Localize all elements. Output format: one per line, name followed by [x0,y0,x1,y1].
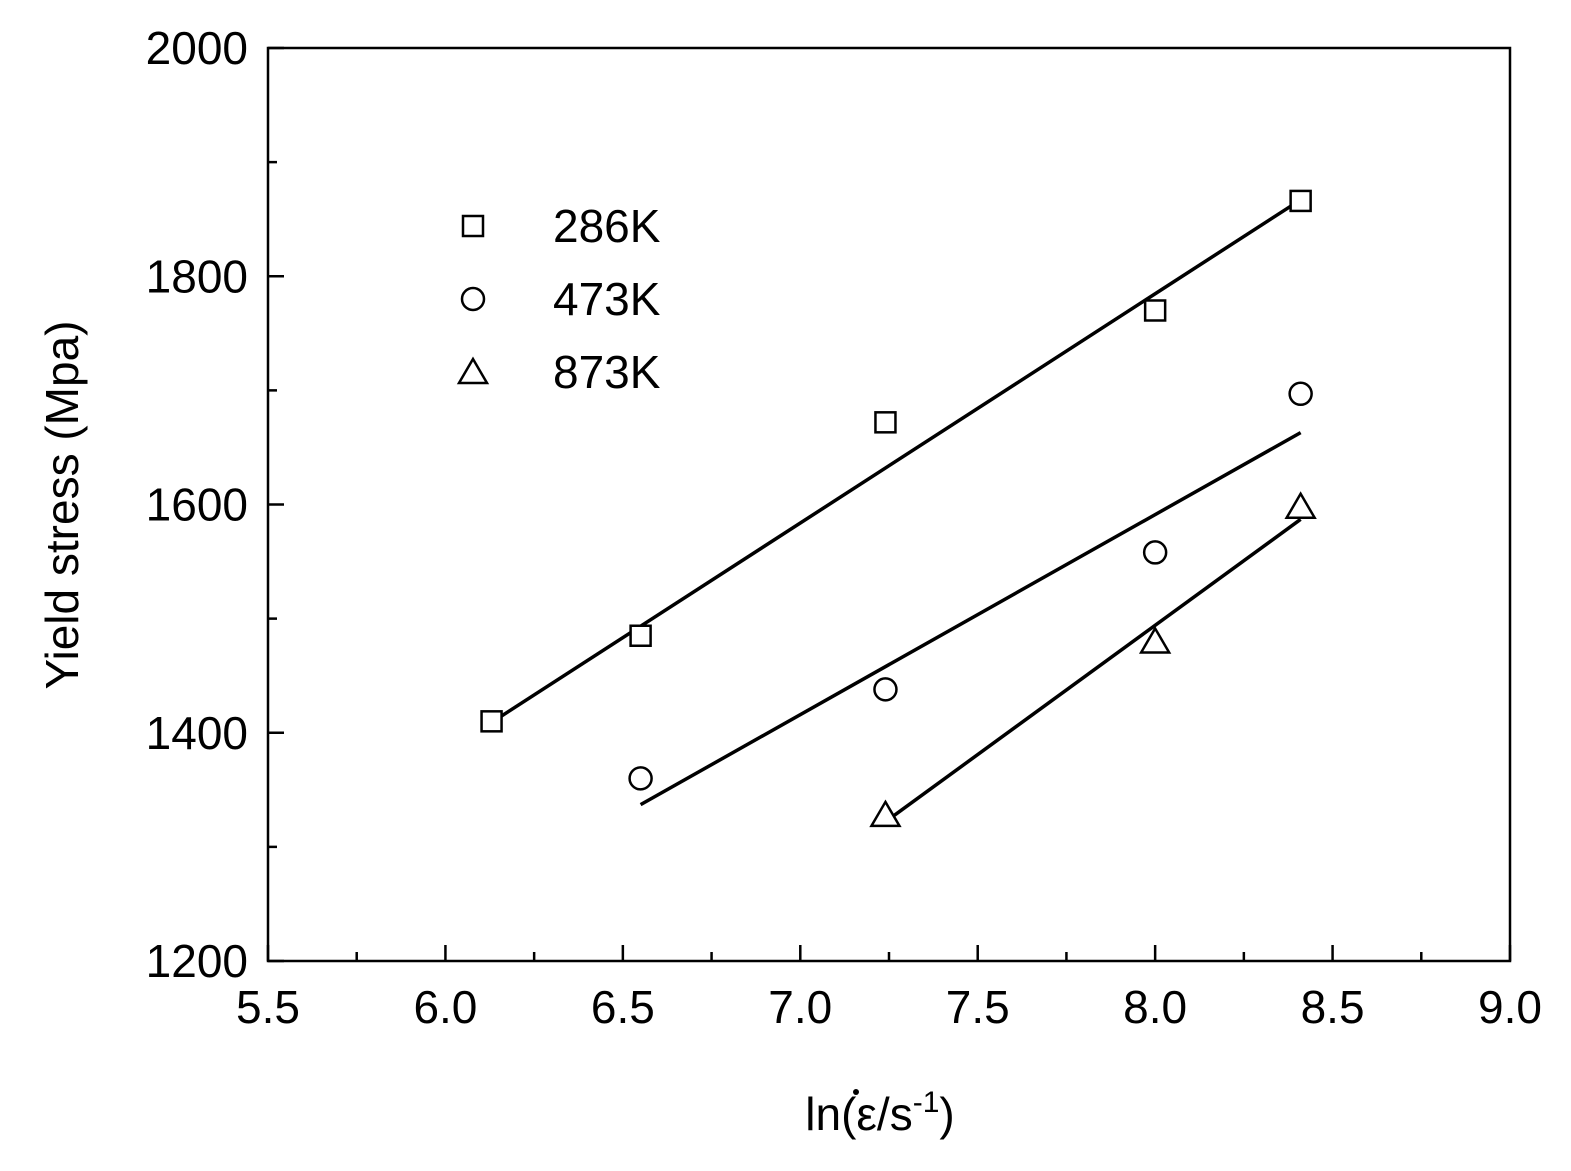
legend-marker-473K [460,286,486,312]
data-point-873K [1138,625,1172,654]
x-axis-title-close: ) [939,1088,954,1140]
x-tick-label: 7.0 [768,981,832,1033]
legend: 286K 473K 873K [456,200,661,398]
x-axis-title-unit: /s [877,1088,913,1140]
x-tick-label: 6.0 [413,981,477,1033]
data-point-286K [874,411,897,434]
y-tick-label: 1600 [146,479,248,531]
data-point-473K [628,766,653,791]
y-tick-label: 1800 [146,250,248,302]
y-tick-label: 2000 [146,22,248,74]
legend-label: 473K [553,273,661,325]
data-point-473K [1288,381,1313,407]
fit-line-473K [639,431,1302,807]
x-axis-title-dot [853,1089,859,1095]
data-point-286K [1143,299,1167,322]
y-axis: 1200 1400 1600 1800 2000 [146,22,284,987]
x-tick-label: 8.0 [1123,981,1187,1033]
data-points [480,189,1317,828]
fit-line-286K [487,198,1302,727]
legend-marker-873K [456,356,490,385]
fit-lines [487,198,1302,824]
y-axis-title: Yield stress (Mpa) [36,321,88,690]
x-axis-title-symbol: ε [856,1088,877,1140]
y-tick-label: 1400 [146,707,248,759]
fit-line-873K [884,517,1302,824]
legend-label: 286K [553,200,661,252]
x-tick-label: 5.5 [236,981,300,1033]
x-tick-label: 7.5 [946,981,1010,1033]
data-point-473K [873,677,898,702]
x-axis-title-exp: -1 [913,1086,940,1119]
data-point-286K [480,710,503,733]
x-axis-title: ln(ε/s-1) [805,1086,954,1140]
data-point-286K [629,624,652,647]
data-point-873K [1284,491,1317,520]
data-point-473K [1142,540,1168,565]
x-axis: 5.5 6.0 6.5 7.0 7.5 8.0 8.5 9.0 [236,945,1542,1033]
legend-marker-286K [461,214,485,238]
legend-label: 873K [553,346,661,398]
x-tick-label: 8.5 [1301,981,1365,1033]
data-point-286K [1289,189,1312,213]
x-tick-label: 6.5 [591,981,655,1033]
x-axis-title-main: ln( [805,1088,857,1140]
y-tick-label: 1200 [146,935,248,987]
x-tick-label: 9.0 [1478,981,1542,1033]
data-point-873K [869,799,902,828]
